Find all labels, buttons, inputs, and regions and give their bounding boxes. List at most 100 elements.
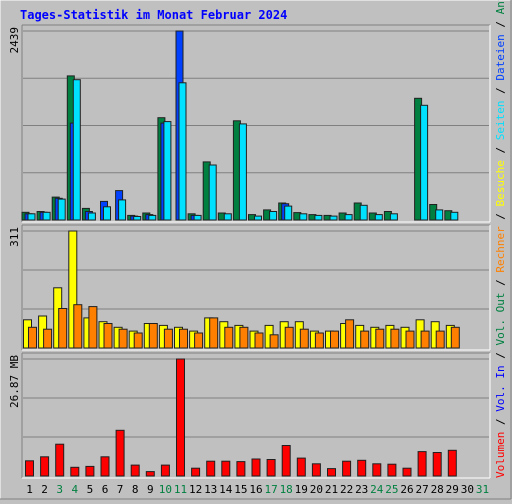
bar-volumen-day-8 [130,464,140,477]
x-tick-label: 26 [400,483,413,496]
x-tick-label: 3 [56,483,63,496]
bar-rechner-day-14 [224,326,234,349]
bar-seiten-day-14 [223,213,232,221]
x-tick-label: 28 [431,483,444,496]
bar-seiten-day-10 [163,121,172,221]
bar-volumen-day-27 [417,451,427,477]
bar-seiten-day-15 [238,123,247,221]
legend-separator: / [494,14,507,34]
bar-volumen-day-2 [40,456,50,477]
bar-seiten-day-29 [450,211,459,221]
panel-middle-ymax-label: 311 [8,227,21,247]
bar-volumen-day-19 [296,457,306,477]
bar-volumen-day-26 [402,467,412,477]
bar-rechner-day-23 [360,330,370,349]
x-tick-label: 8 [132,483,139,496]
bar-volumen-day-1 [25,460,34,477]
bar-rechner-day-7 [118,328,128,349]
panel-top-area [22,25,490,222]
bar-seiten-day-7 [118,199,127,221]
bar-volumen-day-16 [251,458,261,477]
bar-rechner-day-12 [194,332,204,349]
legend-separator: / [494,273,507,293]
bar-rechner-day-20 [314,332,324,349]
bar-seiten-day-28 [435,209,444,221]
bar-volumen-day-11 [176,358,185,477]
bar-rechner-day-17 [269,334,279,349]
bar-rechner-day-13 [209,317,219,349]
bar-volumen-day-28 [432,452,442,477]
bar-rechner-day-3 [58,308,68,349]
bar-volumen-day-21 [327,468,336,477]
bar-volumen-day-23 [357,459,367,477]
bar-rechner-day-24 [375,328,385,349]
x-tick-label: 30 [461,483,474,496]
bar-rechner-day-28 [435,330,445,349]
bar-rechner-day-19 [299,328,309,349]
x-tick-label: 23 [355,483,368,496]
legend-item-besuche: Besuche [494,160,507,206]
bar-volumen-day-18 [281,445,291,477]
bar-rechner-day-27 [420,330,430,349]
x-tick-label: 4 [71,483,78,496]
x-tick-label: 18 [280,483,293,496]
bar-volumen-day-5 [85,465,95,477]
bar-rechner-day-26 [405,330,415,349]
bar-volumen-day-7 [115,429,125,477]
bar-seiten-day-16 [254,215,262,221]
bar-volumen-day-4 [70,466,80,477]
right-vertical-legend: Volumen / Vol. In / Vol. Out / Rechner /… [494,0,507,478]
legend-item-vol-in: Vol. In [494,365,507,411]
panel-bottom-area [22,353,490,478]
bar-seiten-day-17 [269,211,278,221]
bar-rechner-day-22 [345,319,355,349]
x-tick-label: 31 [476,483,489,496]
bar-volumen-day-29 [447,449,457,477]
bar-volumen-day-25 [387,463,397,477]
bar-seiten-day-21 [329,215,338,221]
bar-seiten-day-5 [87,212,96,221]
bar-seiten-day-13 [208,164,217,221]
chart-title: Tages-Statistik im Monat Februar 2024 [20,8,287,22]
x-tick-label: 16 [249,483,262,496]
x-tick-label: 15 [234,483,247,496]
x-tick-label: 14 [219,483,233,496]
legend-item-dateien: Dateien [494,34,507,80]
bar-rechner-day-18 [284,326,294,349]
x-tick-label: 24 [370,483,384,496]
bar-volumen-day-13 [206,460,216,477]
bar-besuche-day-4 [68,230,78,349]
legend-separator: / [494,206,507,226]
legend-item-volumen: Volumen [494,432,507,478]
x-tick-label: 13 [204,483,217,496]
x-tick-label: 27 [415,483,428,496]
bar-rechner-day-11 [179,328,188,349]
x-tick-label: 21 [325,483,338,496]
bar-rechner-day-16 [254,332,264,349]
legend-item-rechner: Rechner [494,226,507,273]
panel-bottom: 26.87 MB [8,352,491,479]
bar-rechner-day-2 [43,328,53,349]
bar-seiten-day-24 [374,214,383,221]
legend-separator: / [494,81,507,101]
x-tick-label: 9 [147,483,154,496]
x-tick-label: 5 [87,483,94,496]
bar-seiten-day-9 [148,214,157,221]
bar-volumen-day-14 [221,460,231,477]
bar-seiten-day-20 [314,214,323,221]
legend-item-anfragen: Anfragen [494,0,507,14]
bar-seiten-day-8 [133,216,142,221]
bar-rechner-day-29 [450,326,460,349]
bar-seiten-day-12 [193,214,202,221]
bar-seiten-day-6 [103,206,111,221]
bar-volumen-day-20 [311,463,321,477]
legend-item-vol-out: Vol. Out [494,293,507,346]
bar-rechner-day-15 [239,326,249,349]
bar-rechner-day-4 [73,304,83,349]
x-tick-label: 25 [385,483,398,496]
bar-seiten-day-23 [359,204,368,221]
legend-separator: / [494,346,507,366]
bar-volumen-day-15 [236,461,246,477]
legend-separator: / [494,140,507,160]
